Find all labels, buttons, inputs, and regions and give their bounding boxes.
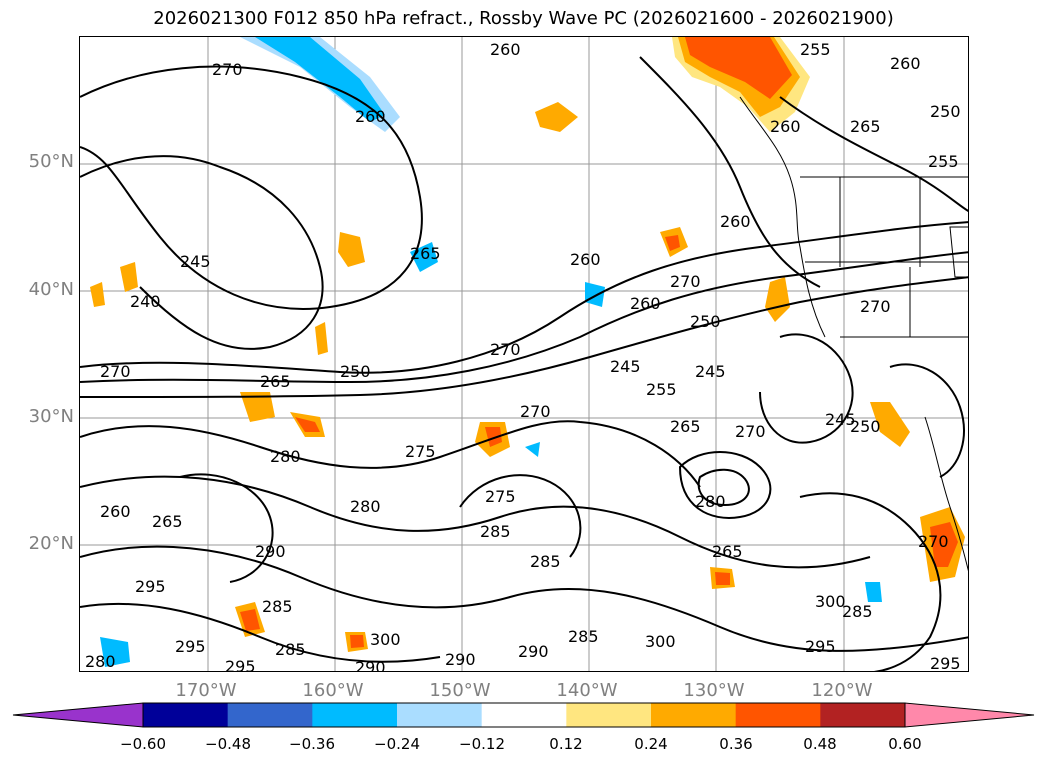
colorbar-segment (651, 703, 737, 727)
graticule (80, 37, 968, 671)
contour-label: 250 (340, 362, 371, 381)
colorbar-segment (735, 703, 821, 727)
contour-label: 295 (805, 637, 836, 656)
contour-label: 255 (928, 152, 959, 171)
contour-label: 285 (568, 627, 599, 646)
map-title: 2026021300 F012 850 hPa refract., Rossby… (153, 8, 894, 29)
contour-label: 260 (490, 40, 521, 59)
contour-label: 260 (630, 294, 661, 313)
contour-label: 270 (670, 272, 701, 291)
contour-label: 265 (152, 512, 183, 531)
contour-label: 260 (570, 250, 601, 269)
contour-label: 270 (490, 340, 521, 359)
contour-label: 260 (770, 117, 801, 136)
map-panel: 270 260 255 260 250 255 265 245 240 265 … (79, 36, 969, 672)
contour-label: 260 (720, 212, 751, 231)
contour-label: 285 (842, 602, 873, 621)
contour-label: 265 (850, 117, 881, 136)
contour-label: 280 (85, 652, 116, 671)
shaded-anomalies (90, 37, 965, 667)
contour-label: 270 (860, 297, 891, 316)
contour-labels: 270 260 255 260 250 255 265 245 240 265 … (85, 40, 961, 672)
contour-label: 270 (735, 422, 766, 441)
lon-label-140w: 140°W (556, 680, 618, 701)
contour-label: 300 (815, 592, 846, 611)
contour-label: 295 (225, 657, 256, 672)
contour-label: 290 (255, 542, 286, 561)
lon-label-160w: 160°W (302, 680, 364, 701)
contour-label: 270 (520, 402, 551, 421)
contour-label: 275 (485, 487, 516, 506)
lat-label-20n: 20°N (28, 533, 74, 554)
contour-label: 250 (690, 312, 721, 331)
lon-label-150w: 150°W (429, 680, 491, 701)
contour-label: 260 (100, 502, 131, 521)
contour-label: 240 (130, 292, 161, 311)
contour-label: 265 (670, 417, 701, 436)
contour-label: 245 (610, 357, 641, 376)
colorbar-tick: −0.36 (289, 735, 335, 753)
contour-label: 265 (260, 372, 291, 391)
contour-label: 280 (350, 497, 381, 516)
colorbar-tick: −0.24 (374, 735, 420, 753)
contour-label: 285 (275, 640, 306, 659)
colorbar-segment (481, 703, 567, 727)
contour-label: 250 (930, 102, 961, 121)
contour-label: 275 (405, 442, 436, 461)
contour-label: 300 (645, 632, 676, 651)
refractivity-contours (80, 56, 968, 671)
lon-label-130w: 130°W (683, 680, 745, 701)
contour-label: 285 (480, 522, 511, 541)
lat-label-30n: 30°N (28, 406, 74, 427)
colorbar-tick: −0.12 (459, 735, 505, 753)
colorbar-segment (143, 703, 229, 727)
colorbar-tick: 0.12 (549, 735, 583, 753)
contour-label: 290 (518, 642, 549, 661)
contour-label: 245 (695, 362, 726, 381)
contour-label: 245 (180, 252, 211, 271)
colorbar-tick: 0.60 (888, 735, 922, 753)
colorbar-segment (397, 703, 483, 727)
contour-label: 295 (930, 654, 961, 672)
contour-label: 280 (270, 447, 301, 466)
colorbar-segment (566, 703, 652, 727)
colorbar-tick: 0.36 (719, 735, 753, 753)
contour-label: 255 (646, 380, 677, 399)
contour-label: 270 (100, 362, 131, 381)
lat-label-50n: 50°N (28, 151, 74, 172)
colorbar-extension-high (905, 703, 1034, 727)
lon-label-120w: 120°W (811, 680, 873, 701)
contour-label: 280 (695, 492, 726, 511)
contour-label: 255 (800, 40, 831, 59)
contour-label: 270 (918, 532, 949, 551)
colorbar-tick: −0.60 (120, 735, 166, 753)
contour-label: 265 (410, 244, 441, 263)
colorbar (12, 702, 1035, 728)
contour-label: 270 (212, 60, 243, 79)
colorbar-segment (312, 703, 398, 727)
contour-label: 245 (825, 410, 856, 429)
coastlines (739, 96, 968, 572)
contour-label: 265 (712, 542, 743, 561)
colorbar-tick: −0.48 (205, 735, 251, 753)
contour-label: 260 (890, 54, 921, 73)
contour-label: 260 (355, 107, 386, 126)
colorbar-tick: 0.24 (634, 735, 668, 753)
contour-label: 295 (135, 577, 166, 596)
contour-label: 295 (175, 637, 206, 656)
contour-label: 285 (530, 552, 561, 571)
lat-label-40n: 40°N (28, 279, 74, 300)
contour-label: 250 (850, 417, 881, 436)
lon-label-170w: 170°W (175, 680, 237, 701)
contour-label: 300 (370, 630, 401, 649)
contour-map: 270 260 255 260 250 255 265 245 240 265 … (80, 37, 968, 672)
contour-label: 285 (262, 597, 293, 616)
contour-label: 290 (355, 658, 386, 672)
colorbar-segment (227, 703, 313, 727)
colorbar-segment (820, 703, 906, 727)
colorbar-extension-low (13, 703, 143, 727)
contour-label: 290 (445, 650, 476, 669)
colorbar-tick: 0.48 (803, 735, 837, 753)
